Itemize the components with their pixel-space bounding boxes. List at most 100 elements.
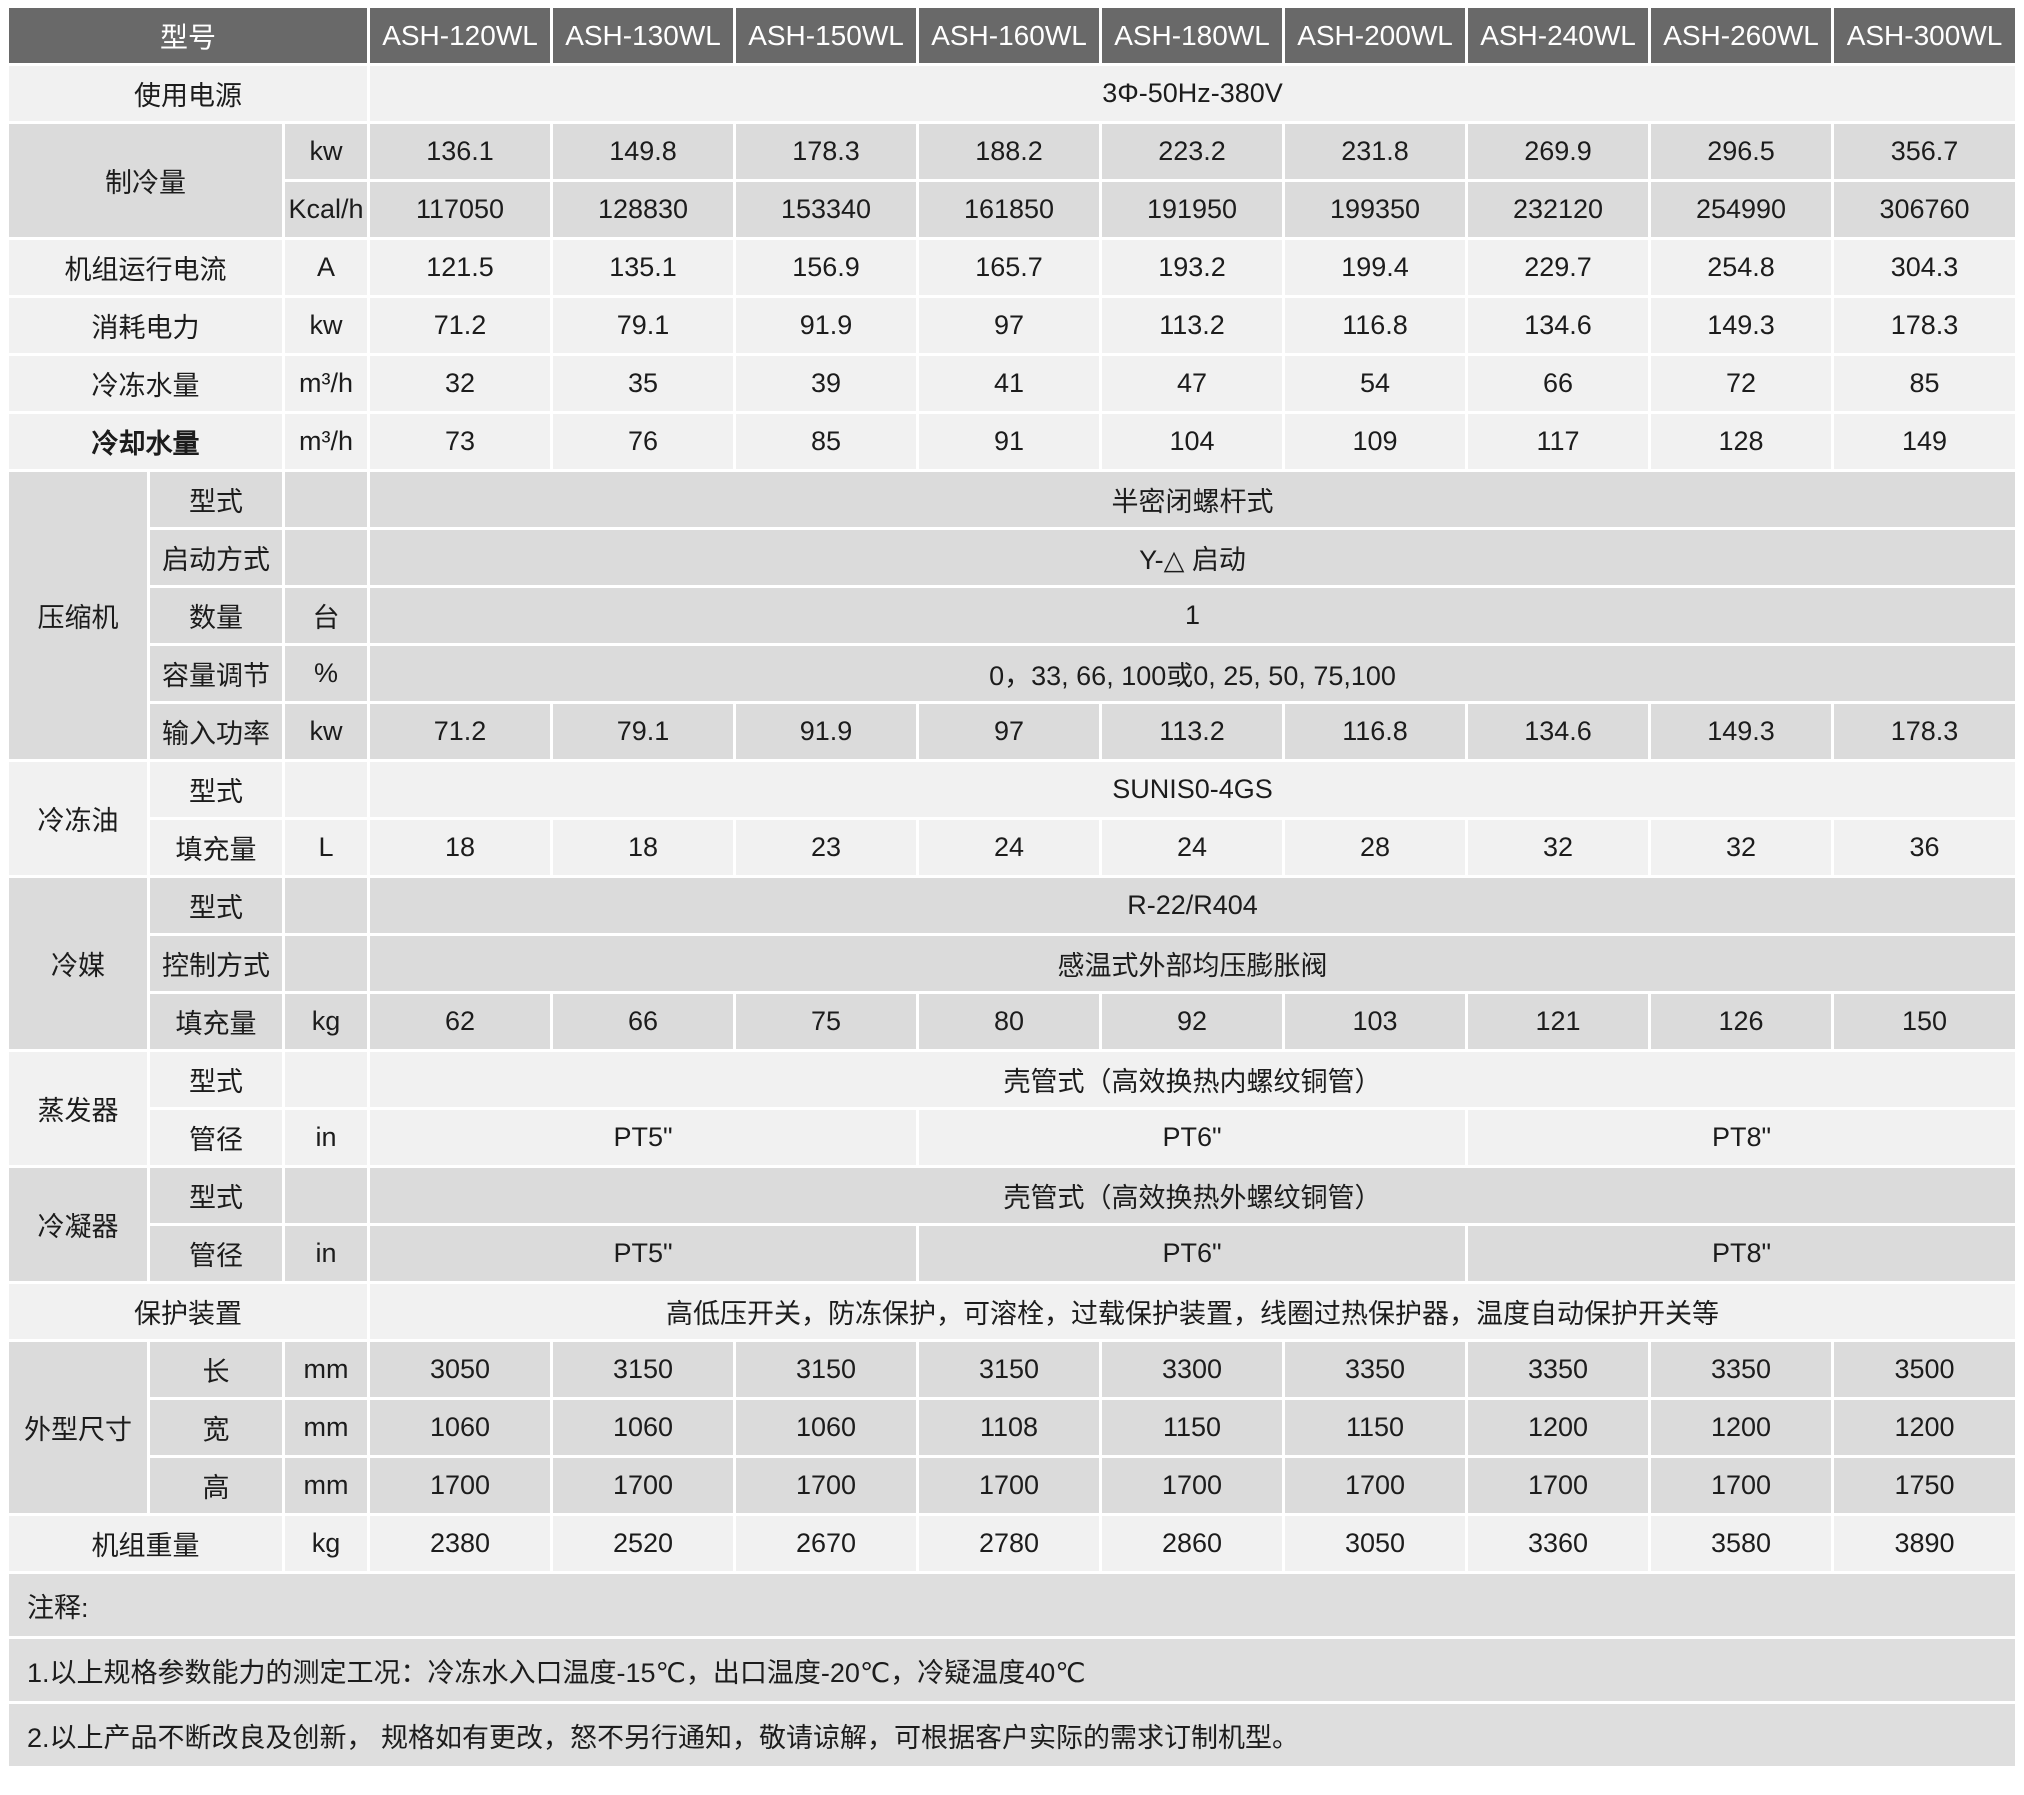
sub-label: 型式 xyxy=(150,1168,282,1223)
value-cell: 62 xyxy=(370,994,551,1049)
sub-label: 型式 xyxy=(150,762,282,817)
sub-label: 长 xyxy=(150,1342,282,1397)
value-cell: 116.8 xyxy=(1285,704,1466,759)
row-chilled-water-flow: 冷冻水量 m³/h 32 35 39 41 47 54 66 72 85 xyxy=(9,356,2016,411)
value-cell: 97 xyxy=(919,298,1100,353)
value-cell: 1700 xyxy=(553,1458,734,1513)
pipe-size-cell: PT8" xyxy=(1468,1226,2016,1281)
value-cell: 254990 xyxy=(1651,182,1832,237)
unit-cell: L xyxy=(285,820,368,875)
value-cell: 32 xyxy=(370,356,551,411)
value-cell: 3350 xyxy=(1285,1342,1466,1397)
value-cell: 199350 xyxy=(1285,182,1466,237)
value-cell: 193.2 xyxy=(1102,240,1283,295)
value-cell: 229.7 xyxy=(1468,240,1649,295)
value-cell: 178.3 xyxy=(1834,298,2016,353)
value-cell: 109 xyxy=(1285,414,1466,469)
row-compressor-input-power: 输入功率 kw 71.2 79.1 91.9 97 113.2 116.8 13… xyxy=(9,704,2016,759)
row-protection: 保护装置 高低压开关，防冻保护，可溶栓，过载保护装置，线圈过热保护器，温度自动保… xyxy=(9,1284,2016,1339)
value-cell: 126 xyxy=(1651,994,1832,1049)
model-header: ASH-300WL xyxy=(1834,8,2016,63)
row-label: 制冷量 xyxy=(9,124,282,237)
value-cell: 79.1 xyxy=(553,704,734,759)
unit-cell: mm xyxy=(285,1342,368,1397)
value-cell: 54 xyxy=(1285,356,1466,411)
model-header: ASH-130WL xyxy=(553,8,734,63)
value-cell: 3300 xyxy=(1102,1342,1283,1397)
power-supply-value: 3Φ-50Hz-380V xyxy=(370,66,2016,121)
model-header: ASH-160WL xyxy=(919,8,1100,63)
value-cell: 103 xyxy=(1285,994,1466,1049)
value-cell: 199.4 xyxy=(1285,240,1466,295)
sub-label: 型式 xyxy=(150,878,282,933)
merged-value-cell: R-22/R404 xyxy=(370,878,2016,933)
value-cell: 3580 xyxy=(1651,1516,1832,1571)
group-label-compressor: 压缩机 xyxy=(9,472,147,759)
sub-label: 输入功率 xyxy=(150,704,282,759)
value-cell: 91.9 xyxy=(736,298,917,353)
sub-label: 填充量 xyxy=(150,994,282,1049)
protection-value: 高低压开关，防冻保护，可溶栓，过载保护装置，线圈过热保护器，温度自动保护开关等 xyxy=(370,1284,2016,1339)
sub-label: 数量 xyxy=(150,588,282,643)
unit-cell xyxy=(285,878,368,933)
row-evaporator-type: 蒸发器 型式 壳管式（高效换热内螺纹铜管） xyxy=(9,1052,2016,1165)
row-label: 机组重量 xyxy=(9,1516,282,1571)
unit-cell: Kcal/h xyxy=(285,182,368,237)
pipe-size-cell: PT8" xyxy=(1468,1110,2016,1165)
group-label-refrigerant: 冷媒 xyxy=(9,878,147,1049)
merged-value-cell: 1 xyxy=(370,588,2016,643)
row-condenser-pipe: 管径 in PT5" PT6" PT8" xyxy=(9,1226,2016,1281)
value-cell: 134.6 xyxy=(1468,704,1649,759)
unit-cell xyxy=(285,936,368,991)
sub-label: 管径 xyxy=(150,1226,282,1281)
value-cell: 3350 xyxy=(1468,1342,1649,1397)
value-cell: 71.2 xyxy=(370,298,551,353)
value-cell: 3500 xyxy=(1834,1342,2016,1397)
row-compressor-capacity-control: 容量调节 % 0，33, 66, 100或0, 25, 50, 75,100 xyxy=(9,646,2016,701)
value-cell: 3150 xyxy=(553,1342,734,1397)
notes-title: 注释: xyxy=(9,1574,2016,1636)
row-compressor-quantity: 数量 台 1 xyxy=(9,588,2016,643)
row-cooling-capacity-kcal: Kcal/h 117050 128830 153340 161850 19195… xyxy=(9,182,2016,237)
unit-cell: % xyxy=(285,646,368,701)
value-cell: 72 xyxy=(1651,356,1832,411)
row-oil-type: 冷冻油 型式 SUNIS0-4GS xyxy=(9,762,2016,875)
unit-cell xyxy=(285,1052,368,1107)
value-cell: 28 xyxy=(1285,820,1466,875)
model-header: ASH-120WL xyxy=(370,8,551,63)
row-label: 保护装置 xyxy=(9,1284,368,1339)
row-condenser-type: 冷凝器 型式 壳管式（高效换热外螺纹铜管） xyxy=(9,1168,2016,1281)
sub-label: 控制方式 xyxy=(150,936,282,991)
sub-label: 填充量 xyxy=(150,820,282,875)
sub-label: 管径 xyxy=(150,1110,282,1165)
value-cell: 304.3 xyxy=(1834,240,2016,295)
unit-cell: m³/h xyxy=(285,414,368,469)
sub-label: 容量调节 xyxy=(150,646,282,701)
row-dimension-length: 外型尺寸 长 mm 3050 3150 3150 3150 3300 3350 … xyxy=(9,1342,2016,1513)
value-cell: 149.3 xyxy=(1651,298,1832,353)
unit-cell: kw xyxy=(285,704,368,759)
value-cell: 306760 xyxy=(1834,182,2016,237)
value-cell: 191950 xyxy=(1102,182,1283,237)
value-cell: 3150 xyxy=(919,1342,1100,1397)
merged-value-cell: 壳管式（高效换热内螺纹铜管） xyxy=(370,1052,2016,1107)
value-cell: 76 xyxy=(553,414,734,469)
value-cell: 1700 xyxy=(1285,1458,1466,1513)
merged-value-cell: 感温式外部均压膨胀阀 xyxy=(370,936,2016,991)
value-cell: 121 xyxy=(1468,994,1649,1049)
value-cell: 36 xyxy=(1834,820,2016,875)
value-cell: 3050 xyxy=(370,1342,551,1397)
value-cell: 2670 xyxy=(736,1516,917,1571)
value-cell: 161850 xyxy=(919,182,1100,237)
pipe-size-cell: PT5" xyxy=(370,1110,917,1165)
unit-cell xyxy=(285,472,368,527)
value-cell: 1060 xyxy=(370,1400,551,1455)
value-cell: 128 xyxy=(1651,414,1832,469)
value-cell: 135.1 xyxy=(553,240,734,295)
pipe-size-cell: PT5" xyxy=(370,1226,917,1281)
unit-cell: kw xyxy=(285,298,368,353)
value-cell: 121.5 xyxy=(370,240,551,295)
row-cooling-water-flow: 冷却水量 m³/h 73 76 85 91 104 109 117 128 14… xyxy=(9,414,2016,469)
header-row: 型号 ASH-120WL ASH-130WL ASH-150WL ASH-160… xyxy=(9,8,2016,63)
value-cell: 104 xyxy=(1102,414,1283,469)
